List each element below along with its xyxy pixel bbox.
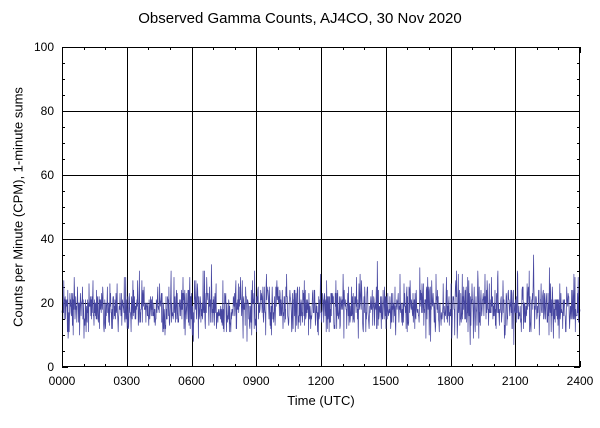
x-tick-label: 0000 xyxy=(48,374,76,388)
y-tick-label: 0 xyxy=(47,360,54,374)
x-tick-label: 1800 xyxy=(437,374,464,388)
plot-frame xyxy=(61,46,581,368)
y-tick-label: 60 xyxy=(40,168,54,182)
y-tick-label: 20 xyxy=(40,296,54,310)
y-tick-label: 40 xyxy=(40,232,54,246)
y-tick-label: 100 xyxy=(33,40,54,54)
x-axis-label: Time (UTC) xyxy=(287,393,355,408)
gamma-series-line xyxy=(61,254,581,345)
chart-title: Observed Gamma Counts, AJ4CO, 30 Nov 202… xyxy=(138,10,462,27)
x-tick-label: 0600 xyxy=(178,374,205,388)
x-tick-label: 1500 xyxy=(372,374,400,388)
x-tick-label: 0300 xyxy=(113,374,141,388)
x-tick-label: 2100 xyxy=(501,374,529,388)
y-tick-label: 80 xyxy=(40,104,54,118)
x-tick-label: 2400 xyxy=(566,374,594,388)
x-tick-label: 1200 xyxy=(307,374,335,388)
x-tick-label: 0900 xyxy=(242,374,270,388)
